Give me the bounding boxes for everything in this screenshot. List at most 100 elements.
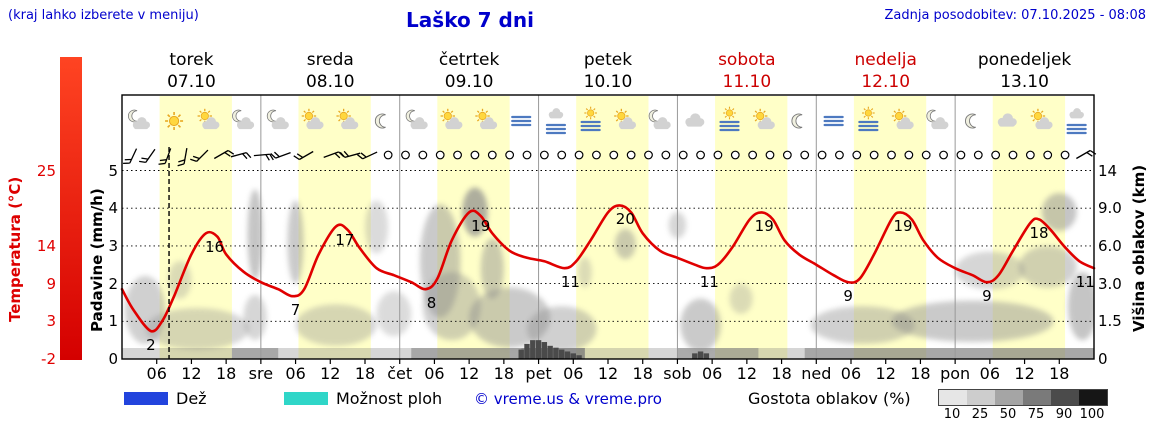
wind-calm-icon bbox=[939, 150, 948, 160]
cloud-base bbox=[307, 124, 323, 130]
credit-link[interactable]: © vreme.us & vreme.pro bbox=[474, 390, 662, 408]
cloud-base bbox=[549, 114, 562, 119]
barb-feather bbox=[178, 159, 185, 163]
wind-calm-icon bbox=[887, 150, 896, 160]
sun-ray bbox=[167, 114, 171, 118]
day-date-sreda: 08.10 bbox=[305, 72, 355, 92]
wind-barb-icon bbox=[123, 148, 138, 164]
temp-value-label: 17 bbox=[335, 231, 355, 250]
cloud-shape bbox=[410, 117, 428, 130]
wind-calm-icon bbox=[626, 150, 636, 160]
cloud-shape bbox=[685, 113, 705, 127]
x-tick-18: 18 bbox=[1049, 364, 1070, 383]
density-tick-100: 100 bbox=[1079, 407, 1105, 422]
sun-ray bbox=[346, 110, 350, 114]
moon-crescent bbox=[791, 113, 803, 129]
sun-ray bbox=[593, 115, 596, 118]
sun-ray bbox=[732, 108, 735, 111]
x-tick-sre: sre bbox=[248, 364, 274, 383]
x-tick-18: 18 bbox=[493, 364, 515, 383]
x-tick-06: 06 bbox=[146, 364, 167, 383]
temperature-curve bbox=[120, 204, 1096, 333]
barb-feather bbox=[124, 158, 132, 161]
menu-hint: (kraj lahko izberete v meniju) bbox=[8, 8, 199, 23]
sun-ray bbox=[893, 118, 897, 122]
sun-ray bbox=[1032, 118, 1035, 122]
x-tick-18: 18 bbox=[632, 364, 653, 383]
wind-calm-icon bbox=[869, 150, 879, 160]
sun-ray bbox=[303, 110, 306, 114]
wind-layer bbox=[123, 147, 1097, 167]
x-tick-06: 06 bbox=[563, 364, 584, 383]
ground-cloud-strip bbox=[804, 348, 1094, 359]
moon-shape bbox=[965, 113, 976, 129]
sun-core bbox=[864, 109, 872, 117]
wind-calm-icon bbox=[973, 150, 983, 160]
barb-feather bbox=[265, 154, 270, 161]
cloud-blob bbox=[287, 200, 304, 284]
barb-shaft bbox=[362, 151, 378, 160]
cloud-base bbox=[897, 124, 913, 130]
fog-shape bbox=[823, 115, 844, 127]
temp-value-label: 11 bbox=[560, 273, 580, 292]
cloud-moon-icon bbox=[405, 109, 428, 130]
cloud-shape bbox=[479, 117, 498, 130]
cloud-moon-icon bbox=[926, 109, 949, 130]
sun-core bbox=[617, 111, 626, 121]
sun-cloud-icon bbox=[336, 108, 359, 130]
precip-layer bbox=[518, 340, 710, 359]
cloud-base bbox=[342, 124, 357, 130]
fog-sun-icon bbox=[719, 106, 740, 132]
cloud-blob bbox=[577, 257, 592, 288]
moon-shape bbox=[128, 109, 138, 123]
fog-shape bbox=[1066, 123, 1087, 135]
moon-icon bbox=[965, 113, 976, 129]
cloud-moon-icon bbox=[128, 109, 151, 130]
cloud-blob bbox=[1018, 245, 1077, 288]
cloud-tick-9.0: 9.0 bbox=[1098, 199, 1122, 218]
wind-calm-icon bbox=[730, 150, 740, 160]
wind-calm-icon bbox=[487, 150, 497, 160]
precip-bar bbox=[553, 347, 559, 359]
rain-swatch bbox=[124, 392, 168, 405]
sun-ray bbox=[902, 110, 905, 114]
fog-icon bbox=[511, 115, 532, 127]
cloud-tick-3.0: 3.0 bbox=[1098, 274, 1122, 293]
sun-core bbox=[1033, 111, 1043, 121]
showers-label: Možnost ploh bbox=[336, 389, 443, 408]
cloud-shape bbox=[896, 117, 914, 130]
temp-value-label: 18 bbox=[1029, 224, 1049, 243]
sun-ray bbox=[207, 110, 211, 114]
barb-feather bbox=[177, 163, 185, 167]
wind-calm-icon bbox=[557, 150, 567, 160]
wind-calm-icon bbox=[800, 150, 810, 160]
cloud-blob bbox=[1067, 272, 1094, 341]
x-tick-06: 06 bbox=[285, 364, 306, 383]
x-tick-12: 12 bbox=[320, 364, 341, 383]
wind-calm-icon bbox=[592, 150, 601, 160]
cloud-tick-14: 14 bbox=[1098, 161, 1118, 180]
day-date-četrtek: 09.10 bbox=[444, 72, 494, 92]
cloud-shape bbox=[1069, 108, 1084, 119]
fog-shape bbox=[545, 123, 567, 135]
sun-core bbox=[168, 115, 180, 127]
wind-calm-icon bbox=[921, 150, 931, 160]
barb-feather bbox=[343, 150, 350, 157]
wind-barb-icon bbox=[356, 151, 378, 160]
barb-shaft bbox=[129, 148, 138, 164]
x-tick-18: 18 bbox=[215, 364, 237, 383]
barb-shaft bbox=[196, 149, 209, 162]
sun-core bbox=[894, 111, 904, 121]
sun-ray bbox=[311, 110, 315, 114]
temp-tick-14: 14 bbox=[36, 236, 56, 255]
temp-value-label: 9 bbox=[843, 287, 853, 306]
sun-ray bbox=[167, 124, 171, 128]
cloud-blob bbox=[1041, 193, 1077, 231]
page-title: Laško 7 dni bbox=[406, 8, 534, 32]
barb-shaft bbox=[323, 151, 339, 159]
wind-calm-icon bbox=[609, 150, 619, 160]
sun-ray bbox=[476, 118, 480, 122]
precip-tick-1: 1 bbox=[108, 312, 118, 331]
barb-shaft bbox=[164, 148, 172, 164]
